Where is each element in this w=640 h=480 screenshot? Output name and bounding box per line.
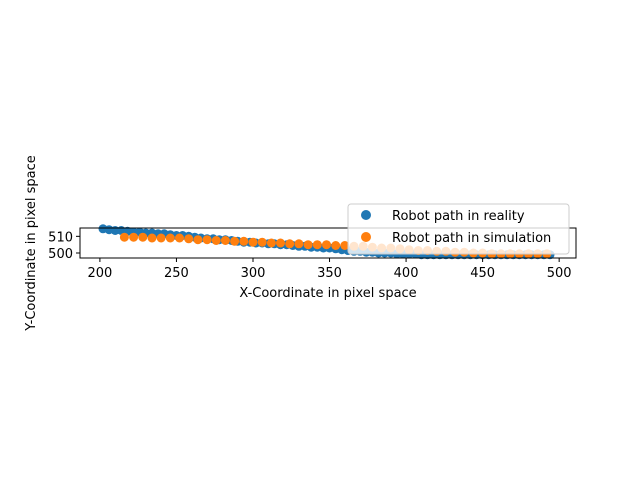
x-ticks: 200 250 300 350 400 450 500 [87, 258, 572, 281]
legend-label-reality: Robot path in reality [392, 209, 525, 224]
point-simulation [165, 233, 175, 243]
point-simulation [276, 238, 285, 248]
point-simulation [303, 240, 313, 250]
point-simulation [184, 234, 194, 244]
point-simulation [175, 233, 184, 243]
x-axis-label: X-Coordinate in pixel space [239, 286, 416, 301]
point-simulation [202, 235, 212, 245]
point-simulation [340, 241, 350, 250]
y-tick-label: 500 [48, 247, 73, 262]
point-simulation [147, 233, 157, 243]
point-simulation [220, 236, 230, 245]
x-tick-label: 250 [164, 266, 189, 281]
x-tick-label: 400 [394, 266, 419, 281]
x-tick-label: 350 [317, 266, 342, 281]
point-simulation [285, 239, 295, 249]
x-tick-label: 200 [87, 266, 112, 281]
axes-frame [79, 227, 577, 259]
point-simulation [193, 235, 203, 245]
legend: Robot path in reality Robot path in simu… [347, 203, 570, 255]
point-simulation [248, 237, 258, 247]
point-simulation [156, 233, 166, 243]
point-simulation [119, 232, 129, 242]
point-simulation [331, 241, 341, 250]
y-tick-label: 510 [48, 230, 73, 245]
point-simulation [294, 239, 304, 249]
x-tick-label: 500 [547, 266, 572, 281]
y-axis-label: Y-Coordinate in pixel space [24, 155, 39, 332]
point-simulation [312, 240, 322, 250]
point-simulation [211, 236, 221, 245]
point-simulation [266, 238, 276, 248]
point-simulation [322, 240, 331, 250]
point-simulation [138, 232, 148, 242]
point-simulation [257, 237, 267, 247]
x-tick-label: 450 [470, 266, 495, 281]
x-tick-label: 300 [241, 266, 266, 281]
legend-marker-simulation [361, 232, 371, 242]
point-simulation [239, 236, 249, 246]
point-simulation [129, 232, 139, 242]
point-simulation [230, 236, 240, 246]
legend-box [347, 203, 570, 255]
legend-label-simulation: Robot path in simulation [392, 231, 551, 246]
legend-marker-reality [361, 210, 371, 220]
